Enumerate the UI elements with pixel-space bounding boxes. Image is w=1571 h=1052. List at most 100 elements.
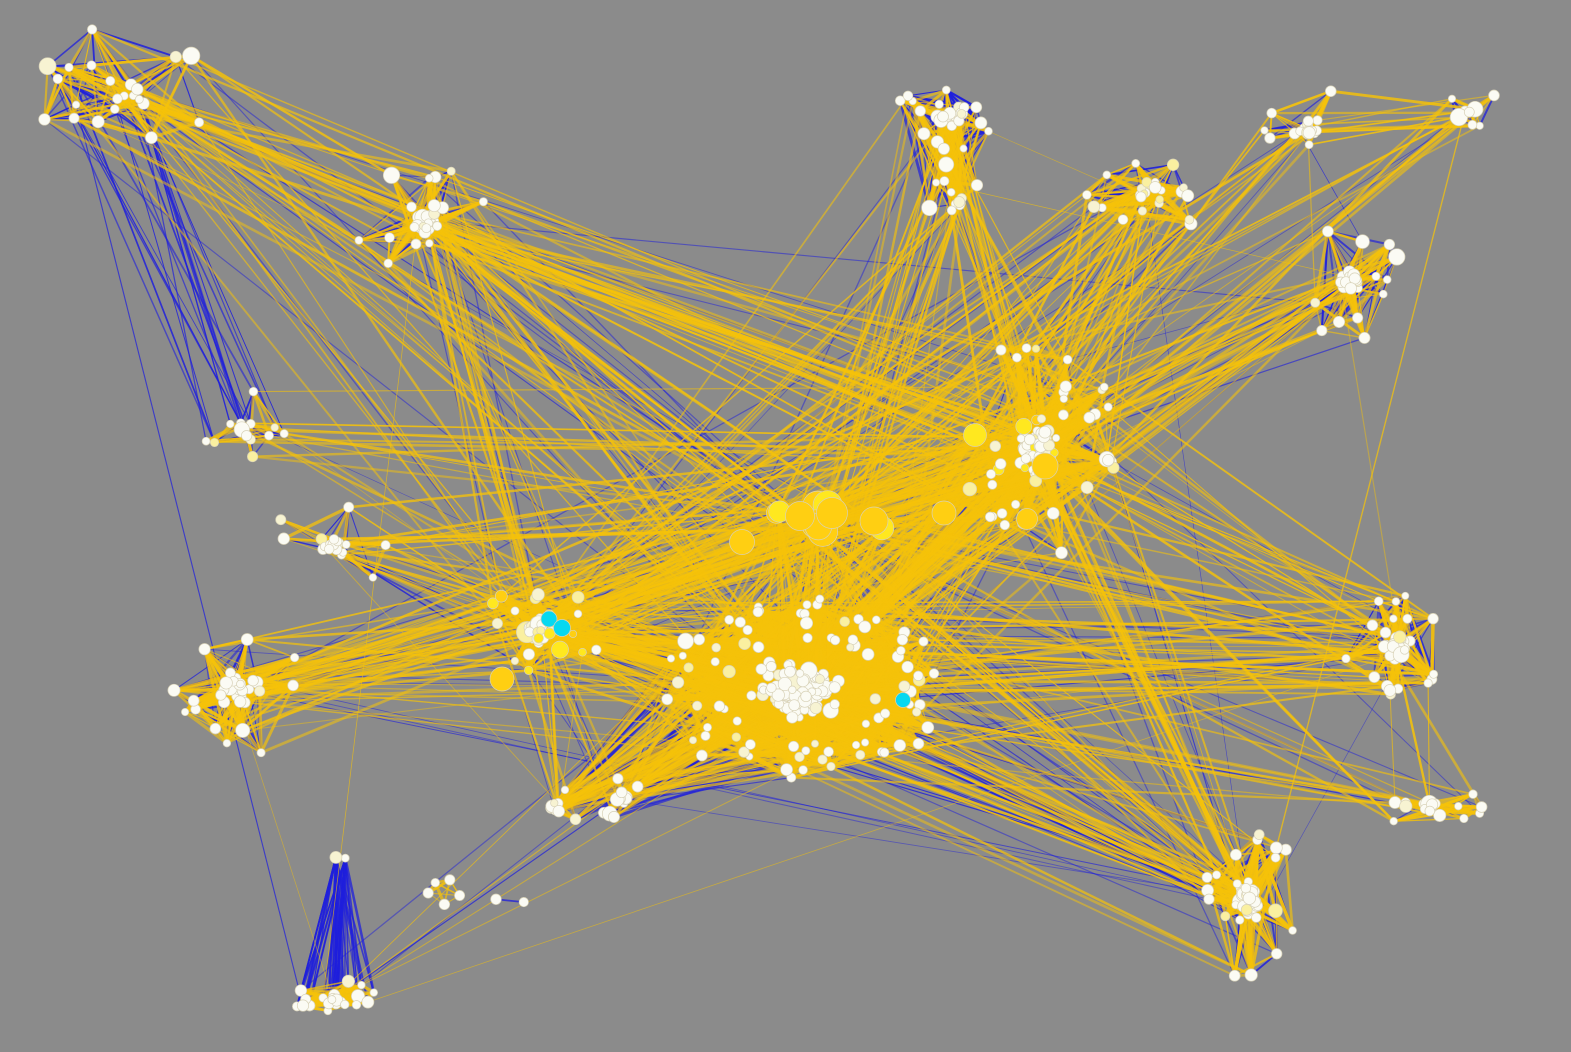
graph-node[interactable] xyxy=(861,738,870,747)
graph-node[interactable] xyxy=(194,117,205,128)
graph-node[interactable] xyxy=(871,615,881,625)
graph-node[interactable] xyxy=(275,514,287,526)
graph-node[interactable] xyxy=(518,897,529,908)
graph-node[interactable] xyxy=(1059,394,1068,403)
graph-node[interactable] xyxy=(1220,911,1231,922)
graph-node[interactable] xyxy=(893,739,907,752)
graph-node[interactable] xyxy=(766,682,777,693)
graph-node[interactable] xyxy=(1201,871,1213,883)
graph-node[interactable] xyxy=(608,811,620,823)
graph-node[interactable] xyxy=(732,716,742,726)
graph-node[interactable] xyxy=(134,95,144,104)
graph-node[interactable] xyxy=(233,695,247,708)
graph-node[interactable] xyxy=(329,851,343,864)
graph-node[interactable] xyxy=(1368,671,1381,683)
graph-node[interactable] xyxy=(1366,619,1379,632)
graph-node[interactable] xyxy=(830,635,841,646)
graph-node[interactable] xyxy=(913,670,924,681)
graph-node-cyan-1[interactable] xyxy=(540,610,558,628)
graph-node[interactable] xyxy=(731,732,741,742)
graph-node[interactable] xyxy=(1429,669,1439,679)
graph-node[interactable] xyxy=(970,101,983,114)
graph-node[interactable] xyxy=(795,669,805,678)
graph-node[interactable] xyxy=(693,633,706,646)
graph-node[interactable] xyxy=(296,999,310,1012)
graph-node[interactable] xyxy=(1240,904,1253,916)
graph-node[interactable] xyxy=(788,699,801,712)
graph-node[interactable] xyxy=(1021,343,1032,353)
graph-node[interactable] xyxy=(921,721,935,734)
graph-node[interactable] xyxy=(406,201,417,213)
graph-node[interactable] xyxy=(896,646,906,656)
graph-node[interactable] xyxy=(828,681,841,694)
graph-node-gold-hub-5[interactable] xyxy=(931,500,957,526)
node-layer[interactable] xyxy=(38,24,1500,1016)
graph-node[interactable] xyxy=(510,656,519,665)
graph-node[interactable] xyxy=(38,113,51,126)
graph-node[interactable] xyxy=(986,469,996,480)
graph-node[interactable] xyxy=(700,730,711,741)
graph-node[interactable] xyxy=(917,127,931,141)
graph-node[interactable] xyxy=(823,746,834,757)
graph-node[interactable] xyxy=(1155,195,1164,204)
graph-node[interactable] xyxy=(1316,325,1328,337)
graph-node[interactable] xyxy=(784,665,796,678)
graph-node[interactable] xyxy=(996,508,1008,519)
graph-node[interactable] xyxy=(341,974,355,988)
graph-node[interactable] xyxy=(1052,433,1061,443)
graph-node[interactable] xyxy=(928,668,940,679)
graph-node[interactable] xyxy=(187,694,200,707)
graph-node[interactable] xyxy=(713,700,726,712)
graph-node[interactable] xyxy=(847,634,859,645)
graph-node[interactable] xyxy=(1036,414,1047,424)
graph-node[interactable] xyxy=(1020,453,1032,464)
graph-node-gold-hub-1[interactable] xyxy=(729,529,755,555)
graph-node[interactable] xyxy=(1242,891,1256,905)
graph-node[interactable] xyxy=(222,739,232,748)
graph-node[interactable] xyxy=(1304,140,1314,150)
graph-node[interactable] xyxy=(240,633,254,646)
graph-node[interactable] xyxy=(340,853,350,863)
graph-node[interactable] xyxy=(1038,425,1052,439)
graph-node[interactable] xyxy=(1341,654,1351,664)
graph-node[interactable] xyxy=(1467,119,1478,130)
graph-node[interactable] xyxy=(351,1000,362,1010)
graph-node[interactable] xyxy=(209,437,220,448)
graph-node[interactable] xyxy=(953,196,966,208)
graph-node[interactable] xyxy=(361,995,375,1009)
graph-node[interactable] xyxy=(145,131,158,144)
graph-node[interactable] xyxy=(1371,271,1381,281)
graph-node[interactable] xyxy=(1379,626,1392,639)
graph-node[interactable] xyxy=(241,430,253,442)
graph-node[interactable] xyxy=(724,614,735,625)
graph-node[interactable] xyxy=(683,662,694,673)
graph-node[interactable] xyxy=(661,693,674,706)
graph-node[interactable] xyxy=(811,739,819,748)
graph-node[interactable] xyxy=(937,142,950,155)
graph-node[interactable] xyxy=(1468,789,1478,799)
graph-node[interactable] xyxy=(941,85,951,95)
graph-node[interactable] xyxy=(1131,159,1141,168)
graph-node[interactable] xyxy=(1383,238,1396,251)
graph-node[interactable] xyxy=(1271,948,1283,960)
graph-node[interactable] xyxy=(1024,433,1036,446)
graph-node[interactable] xyxy=(112,93,123,105)
graph-node[interactable] xyxy=(1433,808,1447,822)
graph-node[interactable] xyxy=(771,688,785,702)
graph-node[interactable] xyxy=(801,746,811,756)
graph-node[interactable] xyxy=(1302,115,1314,127)
graph-node[interactable] xyxy=(131,83,144,96)
graph-node[interactable] xyxy=(1302,126,1316,140)
graph-node[interactable] xyxy=(86,60,97,71)
graph-node[interactable] xyxy=(1325,85,1337,97)
graph-node[interactable] xyxy=(1148,181,1162,194)
graph-node[interactable] xyxy=(612,773,624,785)
graph-node[interactable] xyxy=(264,430,274,441)
graph-node[interactable] xyxy=(294,984,308,997)
graph-node[interactable] xyxy=(1020,463,1030,473)
graph-node[interactable] xyxy=(711,642,721,653)
graph-node[interactable] xyxy=(438,898,451,911)
graph-node[interactable] xyxy=(1181,189,1195,203)
graph-node[interactable] xyxy=(780,763,793,776)
graph-node[interactable] xyxy=(1087,200,1101,213)
